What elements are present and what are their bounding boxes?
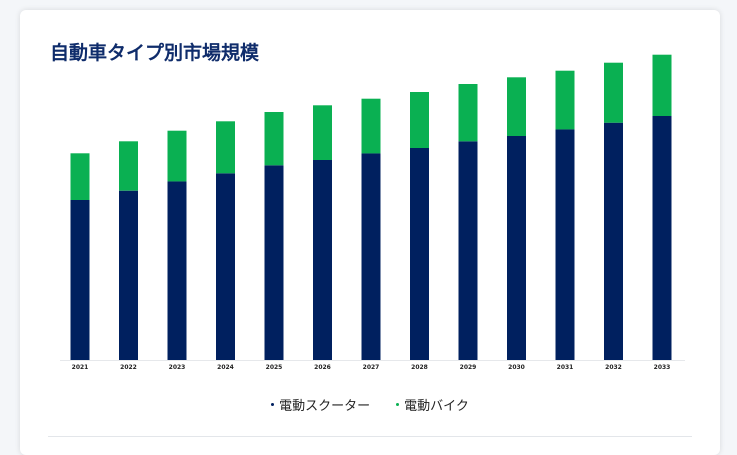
bar-scooter-2033[interactable] <box>652 116 672 360</box>
bar-scooter-2024[interactable] <box>216 173 235 360</box>
legend-item-bike[interactable]: 電動バイク <box>396 394 469 414</box>
x-tick-label-2021: 2021 <box>72 364 89 371</box>
bar-bike-2031[interactable] <box>555 70 575 130</box>
bar-scooter-2029[interactable] <box>458 141 478 360</box>
bar-scooter-2027[interactable] <box>361 153 381 360</box>
x-axis-tick-labels: 2021 2022 2023 2024 2025 2026 2027 2028 2029 2030… <box>72 364 671 371</box>
bar-bike-2024[interactable] <box>216 121 235 174</box>
legend-item-scooter[interactable]: 電動スクーター <box>271 394 370 414</box>
x-tick-label-2027: 2027 <box>363 364 380 371</box>
card-divider <box>48 436 692 437</box>
legend-marker-scooter <box>271 402 275 406</box>
x-tick-label-2026: 2026 <box>314 364 331 371</box>
x-tick-label-2023: 2023 <box>169 364 186 371</box>
bar-scooter-2025[interactable] <box>264 165 284 360</box>
bar-scooter-2030[interactable] <box>507 136 526 360</box>
x-tick-label-2030: 2030 <box>508 364 525 371</box>
x-tick-label-2032: 2032 <box>605 364 622 371</box>
x-tick-label-2024: 2024 <box>217 364 234 371</box>
x-tick-label-2022: 2022 <box>120 364 137 371</box>
bar-bike-2027[interactable] <box>361 98 381 154</box>
bar-group <box>70 54 672 360</box>
bar-bike-2033[interactable] <box>652 54 672 116</box>
x-tick-label-2025: 2025 <box>266 364 283 371</box>
x-tick-label-2029: 2029 <box>460 364 477 371</box>
x-tick-label-2031: 2031 <box>557 364 574 371</box>
legend-marker-bike <box>396 402 400 406</box>
bar-bike-2028[interactable] <box>410 92 429 148</box>
bar-scooter-2023[interactable] <box>167 181 187 360</box>
bar-scooter-2026[interactable] <box>313 160 332 360</box>
bar-scooter-2031[interactable] <box>555 129 575 360</box>
bar-bike-2029[interactable] <box>458 84 478 142</box>
bar-bike-2026[interactable] <box>313 105 332 160</box>
bar-chart: 2021 2022 2023 2024 2025 2026 2027 2028 2029 2030… <box>60 54 685 371</box>
x-tick-label-2033: 2033 <box>654 364 671 371</box>
legend-label-bike: 電動バイク <box>404 398 469 414</box>
x-tick-label-2028: 2028 <box>411 364 428 371</box>
chart-card: 自動車タイプ別市場規模 2021 2022 2023 2024 2025 2026 2027… <box>20 10 720 455</box>
bar-scooter-2022[interactable] <box>119 190 138 360</box>
bar-scooter-2032[interactable] <box>604 122 623 360</box>
bar-bike-2023[interactable] <box>167 130 187 182</box>
bar-bike-2030[interactable] <box>507 77 526 136</box>
legend-label-scooter: 電動スクーター <box>279 398 371 414</box>
chart-legend: 電動スクーター 電動バイク <box>20 394 720 414</box>
bar-scooter-2021[interactable] <box>70 200 90 360</box>
bar-bike-2025[interactable] <box>264 112 284 166</box>
chart-title: 自動車タイプ別市場規模 <box>50 42 260 64</box>
bar-bike-2021[interactable] <box>70 153 90 200</box>
bar-bike-2032[interactable] <box>604 62 623 123</box>
bar-bike-2022[interactable] <box>119 141 138 191</box>
bar-scooter-2028[interactable] <box>410 148 429 360</box>
